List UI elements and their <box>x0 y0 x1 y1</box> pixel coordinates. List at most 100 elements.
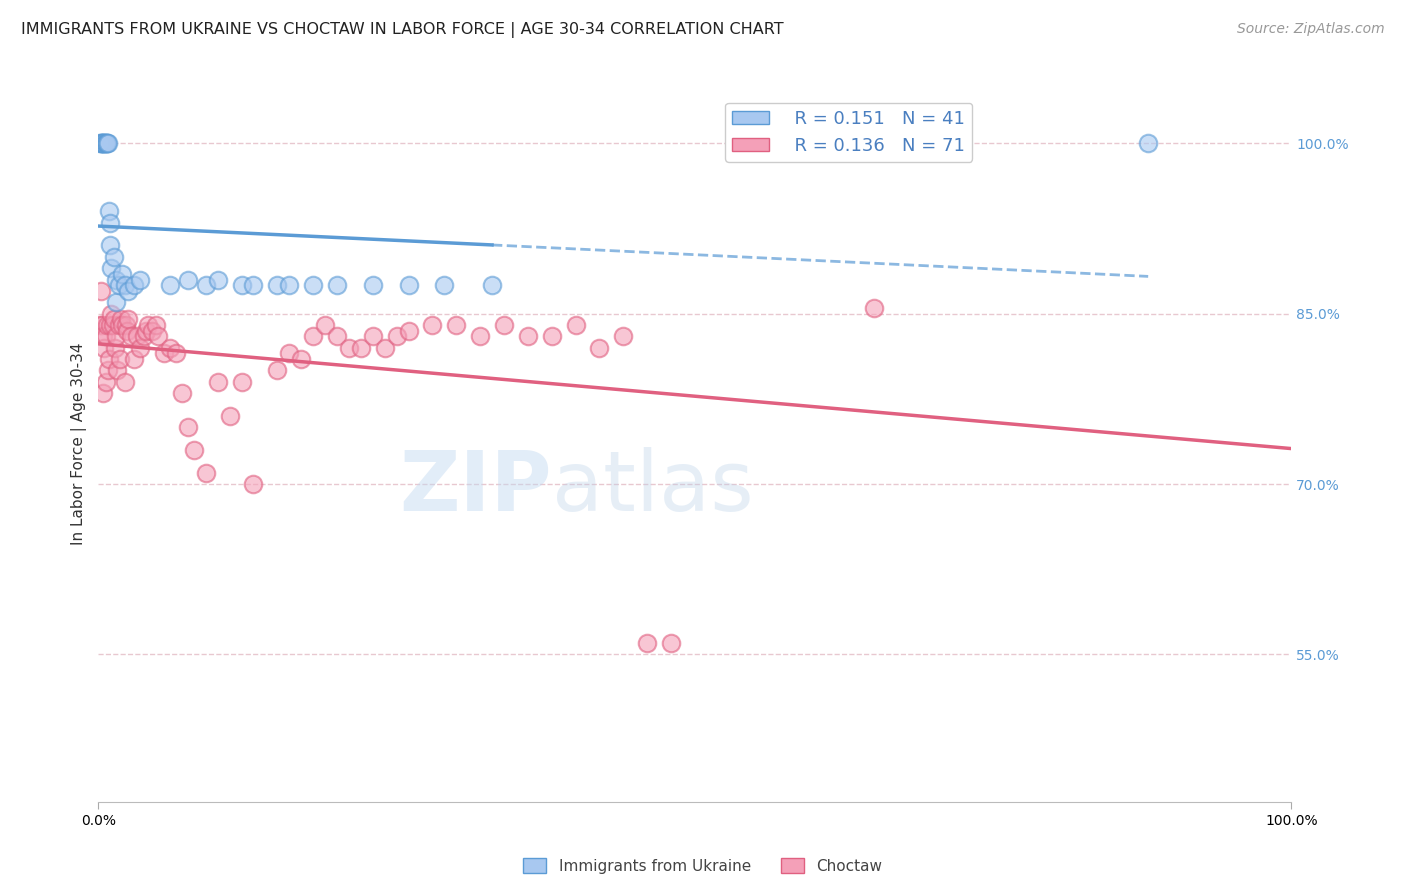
Point <box>588 341 610 355</box>
Point <box>170 386 193 401</box>
Point <box>326 278 349 293</box>
Legend:   R = 0.151   N = 41,   R = 0.136   N = 71: R = 0.151 N = 41, R = 0.136 N = 71 <box>725 103 972 162</box>
Point <box>96 136 118 151</box>
Point <box>183 442 205 457</box>
Point <box>361 278 384 293</box>
Point <box>101 318 124 332</box>
Point <box>90 136 112 151</box>
Point <box>159 341 181 355</box>
Point <box>98 318 121 332</box>
Point <box>125 329 148 343</box>
Point <box>350 341 373 355</box>
Point <box>94 136 117 151</box>
Point <box>398 278 420 293</box>
Point <box>218 409 240 423</box>
Point <box>97 136 120 151</box>
Point <box>96 318 118 332</box>
Point <box>207 272 229 286</box>
Point <box>361 329 384 343</box>
Point <box>94 136 117 151</box>
Point <box>107 318 129 332</box>
Point <box>100 307 122 321</box>
Point <box>266 278 288 293</box>
Point <box>108 352 131 367</box>
Point <box>302 278 325 293</box>
Text: atlas: atlas <box>551 447 754 528</box>
Point <box>91 329 114 343</box>
Point <box>105 329 128 343</box>
Point <box>96 136 118 151</box>
Point <box>107 363 129 377</box>
Point <box>612 329 634 343</box>
Point <box>90 136 112 151</box>
Point <box>107 278 129 293</box>
Point <box>94 375 117 389</box>
Point <box>91 136 114 151</box>
Point <box>114 278 136 293</box>
Point <box>114 318 136 332</box>
Point <box>242 278 264 293</box>
Point <box>117 284 139 298</box>
Point <box>302 329 325 343</box>
Point <box>862 301 884 315</box>
Point <box>337 341 360 355</box>
Point <box>122 278 145 293</box>
Point <box>290 352 312 367</box>
Point <box>138 318 160 332</box>
Point <box>117 312 139 326</box>
Point <box>89 318 111 332</box>
Point <box>93 136 115 151</box>
Point <box>105 272 128 286</box>
Point <box>111 318 134 332</box>
Point <box>145 318 167 332</box>
Point <box>468 329 491 343</box>
Point <box>110 312 132 326</box>
Point <box>89 136 111 151</box>
Point <box>129 272 152 286</box>
Point <box>231 278 253 293</box>
Point <box>1137 136 1160 151</box>
Point <box>278 346 301 360</box>
Point <box>100 261 122 276</box>
Point <box>314 318 336 332</box>
Point <box>398 324 420 338</box>
Point <box>135 324 157 338</box>
Point <box>433 278 456 293</box>
Point <box>104 341 127 355</box>
Point <box>266 363 288 377</box>
Point <box>278 278 301 293</box>
Point <box>636 636 658 650</box>
Point <box>122 352 145 367</box>
Point <box>105 295 128 310</box>
Point <box>94 329 117 343</box>
Point <box>93 136 115 151</box>
Point <box>91 386 114 401</box>
Point <box>159 278 181 293</box>
Point <box>326 329 349 343</box>
Point <box>93 341 115 355</box>
Point <box>422 318 444 332</box>
Point <box>207 375 229 389</box>
Text: IMMIGRANTS FROM UKRAINE VS CHOCTAW IN LABOR FORCE | AGE 30-34 CORRELATION CHART: IMMIGRANTS FROM UKRAINE VS CHOCTAW IN LA… <box>21 22 783 38</box>
Point <box>374 341 396 355</box>
Point <box>90 318 112 332</box>
Point <box>90 284 112 298</box>
Point <box>194 278 217 293</box>
Point <box>98 216 121 230</box>
Point <box>97 363 120 377</box>
Point <box>492 318 515 332</box>
Text: Source: ZipAtlas.com: Source: ZipAtlas.com <box>1237 22 1385 37</box>
Point <box>540 329 562 343</box>
Point <box>132 329 155 343</box>
Point <box>385 329 408 343</box>
Point <box>91 136 114 151</box>
Point <box>659 636 682 650</box>
Point <box>103 312 125 326</box>
Point <box>516 329 538 343</box>
Point <box>114 375 136 389</box>
Point <box>98 204 121 219</box>
Point <box>481 278 503 293</box>
Point <box>153 346 176 360</box>
Point <box>444 318 467 332</box>
Point <box>129 341 152 355</box>
